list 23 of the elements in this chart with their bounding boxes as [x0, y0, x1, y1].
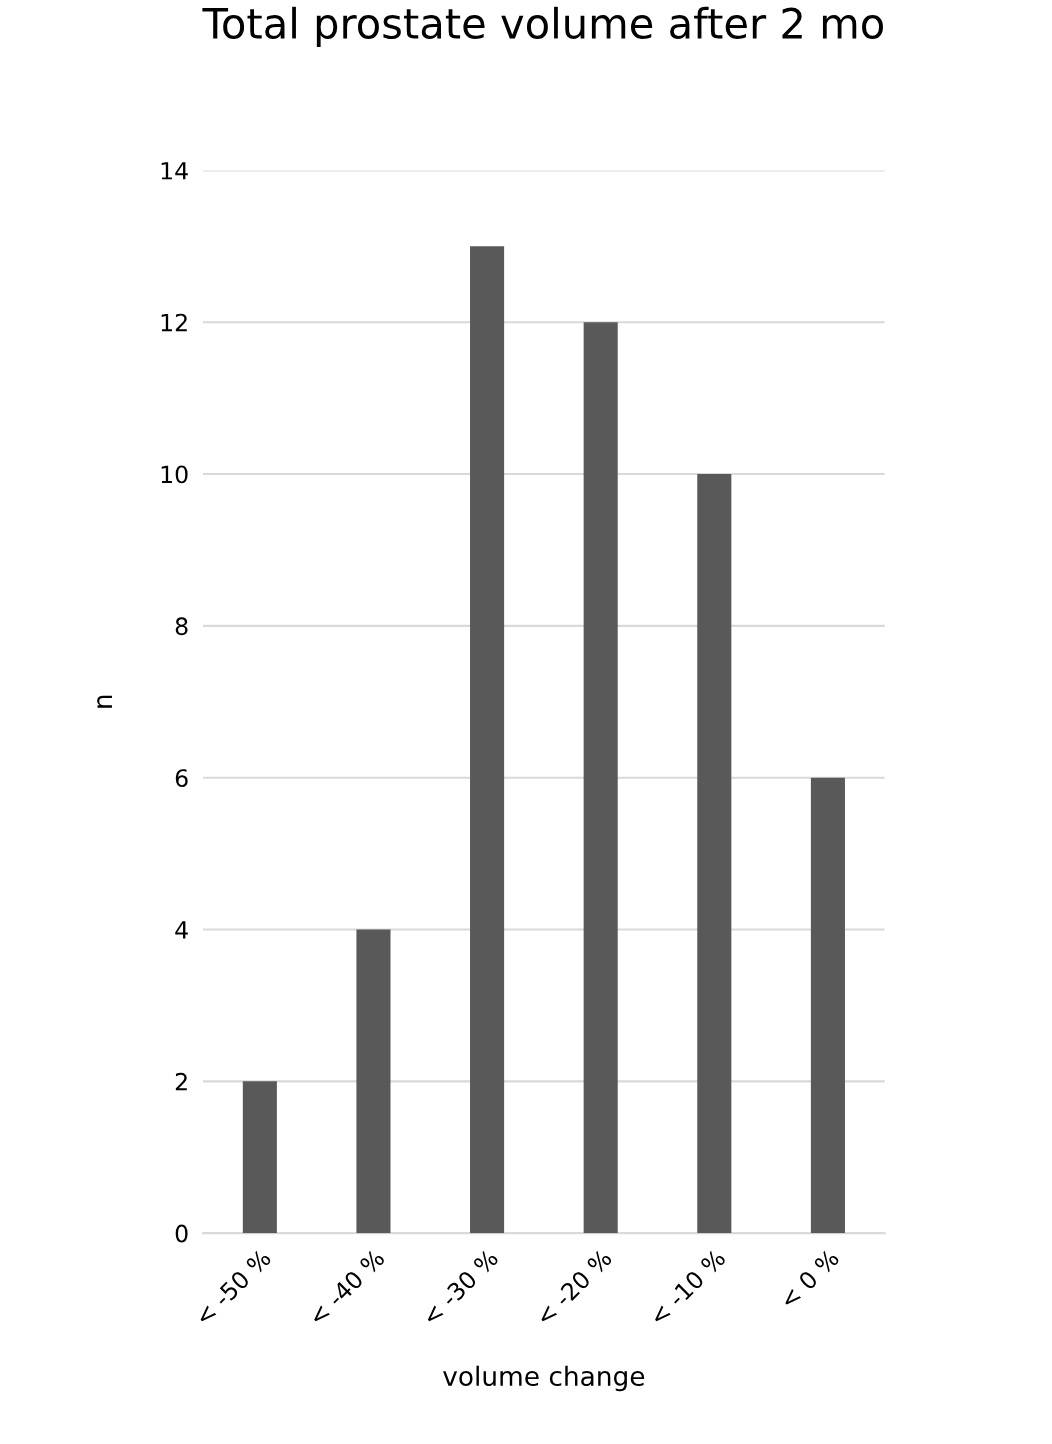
y-axis-title: n — [97, 695, 112, 708]
x-tick-label: < -30 % — [421, 1248, 500, 1326]
x-tick-label: < -40 % — [307, 1248, 386, 1326]
y-tick-label: 2 — [175, 1072, 187, 1091]
x-tick-label: < -50 % — [194, 1248, 272, 1326]
bar — [356, 929, 391, 1234]
bar — [583, 322, 618, 1234]
bar — [242, 1081, 277, 1234]
y-tick-label: 8 — [175, 617, 188, 636]
y-tick-label: 12 — [161, 313, 187, 332]
y-tick-label: 0 — [175, 1224, 188, 1243]
y-tick-label: 4 — [175, 921, 188, 939]
bar — [810, 777, 845, 1234]
x-tick-label: < 0 % — [778, 1248, 840, 1310]
y-tick-label: 6 — [175, 769, 188, 787]
bar — [697, 474, 732, 1234]
chart-title: Total prostate volume after 2 mo — [202, 6, 883, 48]
y-tick-label: 10 — [161, 465, 188, 484]
x-axis-title: volume change — [443, 1365, 645, 1392]
bar — [470, 246, 505, 1234]
y-tick-label: 14 — [161, 162, 188, 180]
x-tick-label: < -20 % — [535, 1248, 613, 1326]
x-tick-label: < -10 % — [648, 1248, 727, 1326]
